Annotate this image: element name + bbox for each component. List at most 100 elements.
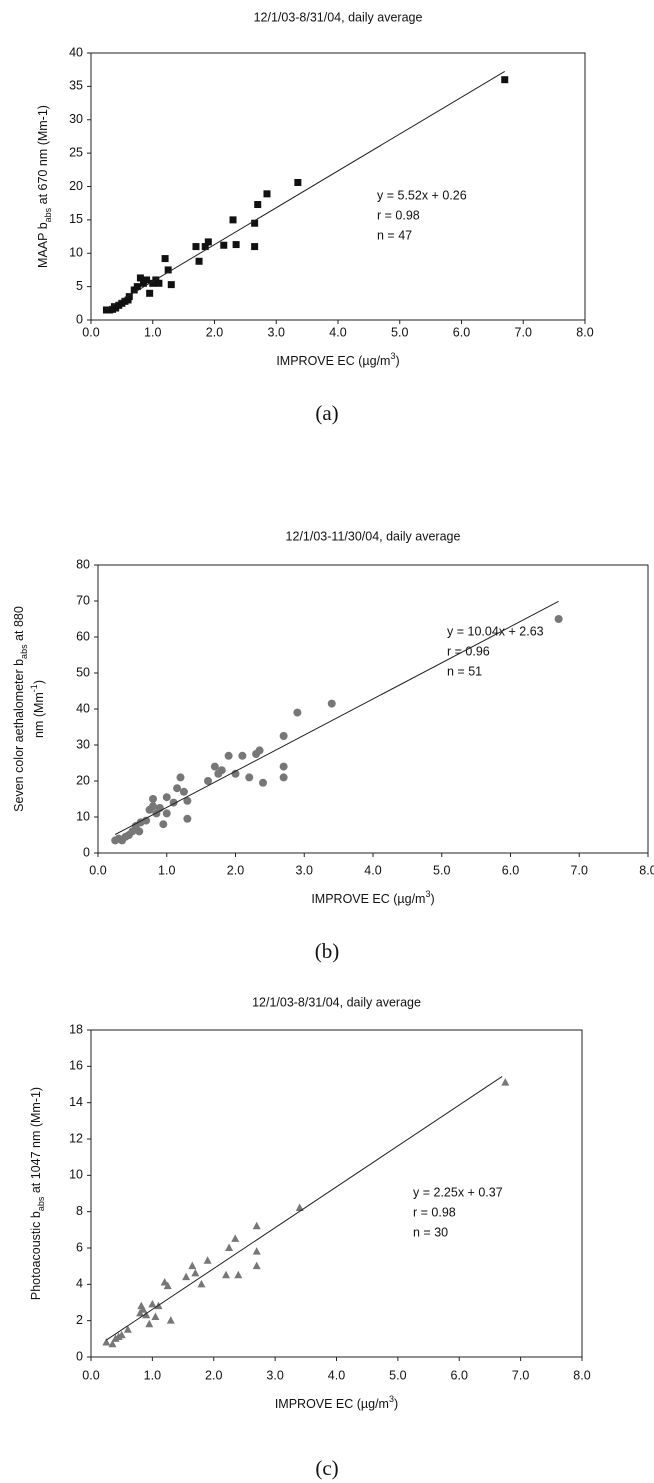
- point: [160, 1278, 169, 1286]
- point: [142, 1310, 151, 1319]
- point: [148, 1299, 157, 1308]
- x-tick-label: 2.0: [206, 325, 223, 339]
- point: [295, 1203, 304, 1212]
- y-tick-label: 25: [69, 145, 83, 159]
- label-part: at 1047 nm (Mm-1): [29, 1087, 43, 1197]
- point: [125, 293, 133, 301]
- x-tick-label: 1.0: [144, 325, 161, 339]
- point: [164, 266, 172, 274]
- x-tick-label: 5.0: [433, 863, 450, 877]
- x-tick-label: 4.0: [329, 325, 346, 339]
- point: [145, 1319, 154, 1328]
- point: [263, 190, 271, 198]
- point: [252, 1261, 261, 1270]
- label-part: MAAP b: [36, 222, 50, 268]
- y-tick-label: 20: [69, 179, 83, 193]
- point: [183, 796, 192, 805]
- point: [294, 178, 302, 186]
- y-tick-label: 8: [76, 1204, 83, 1218]
- caption: (a): [315, 401, 338, 425]
- point: [173, 784, 182, 793]
- point: [191, 1268, 200, 1277]
- point: [252, 1247, 261, 1255]
- point: [554, 615, 563, 623]
- x-tick-label: 0.0: [89, 863, 106, 877]
- point: [149, 802, 157, 811]
- plot-frame: [90, 1029, 583, 1358]
- x-tick-label: 1.0: [144, 1368, 161, 1382]
- point: [182, 1272, 191, 1281]
- point: [222, 1270, 231, 1279]
- point: [167, 281, 175, 289]
- point: [197, 1279, 206, 1288]
- y-tick-label: 70: [76, 593, 90, 607]
- x-tick-label: 1.0: [158, 863, 175, 877]
- x-tick-label: 6.0: [453, 325, 470, 339]
- point: [135, 827, 144, 836]
- annotation: n = 47: [377, 228, 412, 242]
- label-part: ): [394, 1397, 398, 1411]
- y-tick-label: 2: [76, 1313, 83, 1327]
- y-tick-label: 10: [76, 809, 90, 823]
- y-tick-label: 5: [76, 279, 83, 293]
- point: [204, 777, 212, 785]
- point: [220, 241, 228, 249]
- label-part: at 670 nm (Mm-1): [36, 105, 50, 208]
- point: [162, 809, 171, 818]
- label-part: at 880: [12, 606, 26, 644]
- point: [146, 289, 154, 297]
- trend-line: [106, 70, 505, 310]
- annotation: r = 0.98: [413, 1205, 456, 1219]
- point: [161, 255, 169, 263]
- y-tick-label: 10: [69, 246, 83, 260]
- caption: (b): [315, 939, 340, 963]
- label-part: -1: [29, 684, 39, 692]
- plot-frame: [90, 52, 586, 321]
- y-axis-label: nm (Mm-1): [29, 680, 46, 738]
- label-part: Seven color aethalometer b: [12, 659, 26, 812]
- point: [149, 795, 157, 803]
- point: [293, 708, 302, 717]
- x-tick-label: 7.0: [515, 325, 532, 339]
- point: [232, 241, 240, 249]
- label-part: nm (Mm: [32, 692, 46, 738]
- y-tick-label: 0: [76, 312, 83, 326]
- point: [162, 793, 171, 802]
- point: [251, 243, 259, 251]
- y-tick-label: 40: [76, 701, 90, 715]
- point: [225, 1243, 234, 1251]
- point: [133, 283, 141, 291]
- x-tick-label: 2.0: [227, 863, 244, 877]
- y-tick-label: 18: [69, 1022, 83, 1036]
- point: [224, 751, 233, 760]
- x-tick-label: 7.0: [512, 1368, 529, 1382]
- x-tick-label: 4.0: [328, 1368, 345, 1382]
- label-part: abs: [43, 207, 53, 222]
- label-part: IMPROVE EC (µg/m: [275, 1397, 389, 1411]
- x-tick-label: 6.0: [451, 1368, 468, 1382]
- y-tick-label: 12: [69, 1131, 83, 1145]
- label-part: 3: [389, 1394, 394, 1404]
- x-tick-label: 0.0: [82, 1368, 99, 1382]
- point: [251, 219, 259, 227]
- y-tick-label: 35: [69, 79, 83, 93]
- y-tick-label: 60: [76, 629, 90, 643]
- y-tick-label: 14: [69, 1095, 83, 1109]
- point: [176, 773, 185, 782]
- trend-line: [114, 600, 559, 835]
- point: [155, 279, 163, 287]
- x-tick-label: 8.0: [576, 325, 593, 339]
- point: [163, 1281, 172, 1290]
- label-part: ): [396, 354, 400, 368]
- point: [327, 699, 336, 708]
- caption: (c): [315, 1456, 338, 1480]
- plot-frame: [97, 564, 649, 854]
- y-tick-label: 0: [76, 1349, 83, 1363]
- point: [252, 1221, 261, 1230]
- point: [183, 814, 192, 823]
- x-tick-label: 3.0: [266, 1368, 283, 1382]
- x-axis-label: IMPROVE EC (µg/m3): [311, 889, 434, 906]
- y-tick-label: 15: [69, 212, 83, 226]
